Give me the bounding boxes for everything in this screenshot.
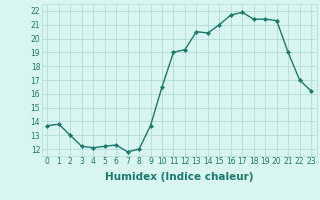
X-axis label: Humidex (Indice chaleur): Humidex (Indice chaleur) (105, 172, 253, 182)
